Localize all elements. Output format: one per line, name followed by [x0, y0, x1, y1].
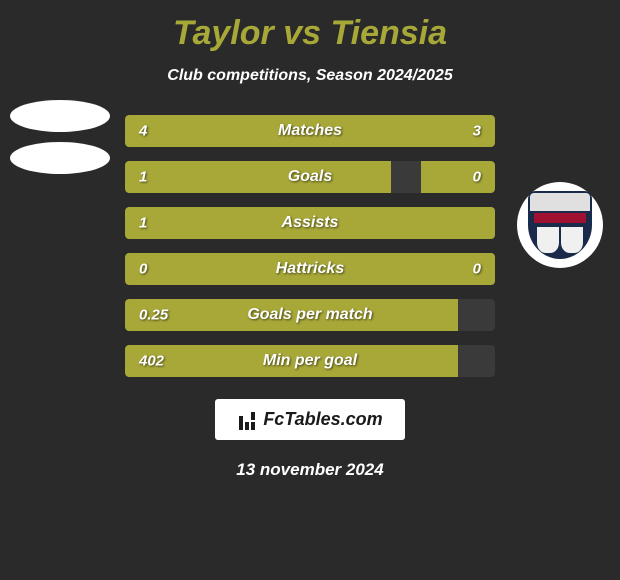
club-crest-icon	[517, 182, 603, 268]
stat-label: Goals per match	[125, 306, 495, 324]
stat-row: 1 Goals 0	[125, 161, 495, 193]
footer-badge: FcTables.com	[215, 399, 404, 440]
stat-row: 0.25 Goals per match	[125, 299, 495, 331]
footer-date: 13 november 2024	[236, 460, 383, 480]
stat-value-right: 0	[473, 261, 481, 278]
ellipse-icon	[10, 142, 110, 174]
stat-row: 4 Matches 3	[125, 115, 495, 147]
stats-container: 4 Matches 3 1 Goals 0 1 Assists 0 Hattri…	[125, 115, 495, 377]
stat-row: 0 Hattricks 0	[125, 253, 495, 285]
bar-chart-icon	[237, 410, 257, 430]
player-right-logo	[510, 175, 610, 275]
stat-value-right: 0	[473, 169, 481, 186]
stat-label: Goals	[125, 168, 495, 186]
comparison-infographic: Taylor vs Tiensia Club competitions, Sea…	[0, 0, 620, 580]
stat-label: Assists	[125, 214, 495, 232]
stat-value-right: 3	[473, 123, 481, 140]
stat-label: Matches	[125, 122, 495, 140]
page-title: Taylor vs Tiensia	[173, 14, 447, 53]
stat-label: Hattricks	[125, 260, 495, 278]
footer-badge-text: FcTables.com	[263, 409, 382, 430]
player-left-logo	[10, 100, 110, 200]
stat-label: Min per goal	[125, 352, 495, 370]
stat-row: 1 Assists	[125, 207, 495, 239]
ellipse-icon	[10, 100, 110, 132]
subtitle: Club competitions, Season 2024/2025	[167, 67, 452, 85]
stat-row: 402 Min per goal	[125, 345, 495, 377]
